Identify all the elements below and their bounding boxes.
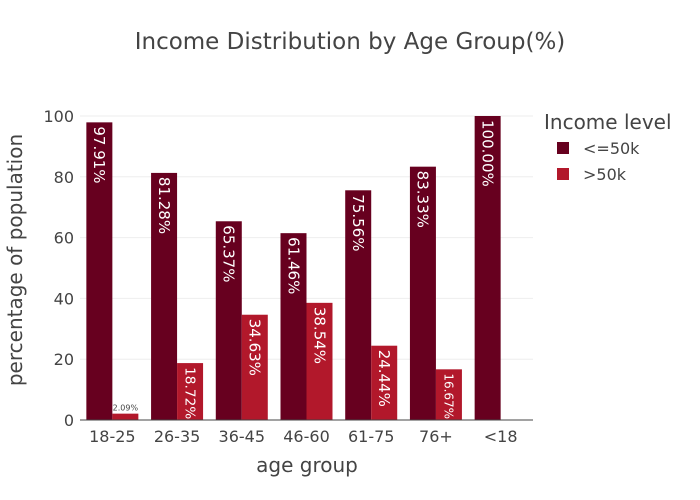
bar-value-label: 18.72% [181,367,197,419]
bar-le50k [345,190,372,420]
x-tick-label: <18 [484,427,518,446]
bar-le50k [409,166,436,420]
bar-gt50k [177,363,204,420]
bar-value-label: 100.00% [478,120,496,187]
bar-value-label: 38.54% [310,307,328,364]
bar-value-label: 61.46% [284,237,302,294]
legend-swatch [557,168,569,180]
y-tick-label: 40 [54,289,74,308]
bar-le50k [280,233,307,420]
x-tick-label: 46-60 [283,427,330,446]
bar-value-label: 83.33% [414,171,432,228]
legend-swatch [557,142,569,154]
bar-value-label: 34.63% [246,319,264,376]
x-axis-label: age group [256,453,358,477]
y-tick-label: 60 [54,229,74,248]
y-axis-label: percentage of population [3,134,27,386]
bar-labels: 97.91% 81.28% 65.37% 61.46% 75.56% 83.33% 100.… [90,120,496,419]
bar-value-label: 2.09% [113,404,139,413]
y-tick-label: 80 [54,168,74,187]
x-tick-label: 76+ [419,427,453,446]
bar-value-label: 97.91% [90,126,108,183]
y-tick-label: 0 [64,411,74,430]
bar-gt50k [241,314,268,420]
y-tick-label: 100 [43,107,74,126]
bar-value-label: 81.28% [155,177,173,234]
bar-gt50k [371,345,398,420]
bar-le50k [151,172,178,420]
legend-entry: >50k [583,165,627,184]
bar-gt50k [112,413,139,420]
legend-entry: <=50k [583,139,640,158]
bar-gt50k [306,302,333,420]
bar-value-label: 24.44% [375,350,393,407]
x-axis-ticks: 18-25 26-35 36-45 46-60 61-75 76+ <18 [89,427,517,446]
bar-le50k [86,122,113,420]
bar-value-label: 16.67% [442,373,456,419]
y-tick-label: 20 [54,350,74,369]
bar-le50k [474,116,501,420]
y-axis-ticks: 0 20 40 60 80 100 [43,107,74,430]
x-tick-label: 18-25 [89,427,136,446]
bar-value-label: 65.37% [220,225,238,282]
bars [86,116,501,420]
legend: Income level <=50k >50k [544,110,672,184]
bar-gt50k [435,369,462,420]
chart-title: Income Distribution by Age Group(%) [135,29,566,55]
legend-title: Income level [544,110,672,134]
bar-le50k [215,221,242,420]
x-tick-label: 61-75 [348,427,395,446]
bar-value-label: 75.56% [349,194,367,251]
x-tick-label: 36-45 [219,427,266,446]
x-tick-label: 26-35 [154,427,201,446]
